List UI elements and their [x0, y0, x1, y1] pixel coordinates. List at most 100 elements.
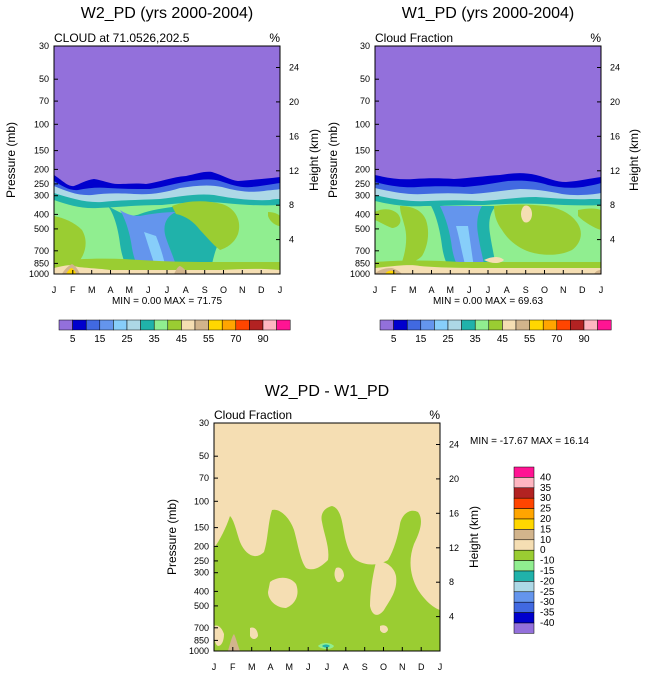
y2-tick: 8	[436, 577, 454, 587]
colorbar-swatch	[379, 319, 394, 331]
x-tick-label: J	[325, 662, 330, 672]
panel-units: %	[429, 408, 440, 422]
x-tick: M	[248, 647, 255, 672]
colorbar-label: 55	[524, 334, 536, 345]
x-tick: S	[362, 647, 368, 672]
x-tick-label: A	[267, 662, 273, 672]
x-tick-label: J	[373, 285, 378, 295]
contour-layer-0-pocket-b	[334, 567, 344, 583]
colorbar-swatch	[513, 601, 535, 613]
y-tick: 200	[34, 164, 58, 174]
y2-tick-label: 24	[610, 63, 620, 73]
y-tick-label: 150	[355, 146, 370, 156]
x-tick: M	[88, 270, 96, 295]
y-tick-label: 500	[34, 224, 49, 234]
y-tick-label: 30	[199, 418, 209, 428]
colorbar-swatch	[513, 466, 535, 478]
contour-layer-lightblue-lower	[456, 226, 474, 268]
contour-layer-0-pocket-a	[268, 577, 298, 608]
y2-tick: 16	[276, 131, 299, 141]
y-tick: 50	[360, 74, 379, 84]
panel-title: W2_PD - W1_PD	[265, 383, 389, 400]
y2-tick: 24	[597, 63, 620, 73]
x-tick: O	[380, 647, 387, 672]
y-tick: 70	[39, 96, 58, 106]
x-tick-label: M	[286, 662, 294, 672]
colorbar-swatch	[474, 319, 490, 331]
colorbar-label: 10	[540, 535, 552, 546]
y-tick: 1000	[350, 269, 379, 279]
y-tick: 700	[194, 623, 218, 633]
colorbar-swatch	[393, 319, 408, 331]
colorbar-swatch	[513, 591, 535, 603]
x-tick: A	[504, 270, 510, 295]
x-axis-months: J F M A M J J A S O N D J	[52, 270, 282, 295]
y2-tick-label: 20	[449, 474, 459, 484]
y-axis-pressure: 30 50 70 100 150 200 250 300 400 500 700…	[189, 418, 218, 656]
min-max-stats: MIN = -17.67 MAX = 16.14	[470, 436, 589, 447]
x-tick-label: A	[183, 285, 189, 295]
colorbar-label: 45	[497, 334, 509, 345]
y-tick-label: 850	[34, 258, 49, 268]
colorbar-swatch	[529, 319, 544, 331]
y2-tick: 4	[276, 235, 294, 245]
y2-tick-label: 16	[289, 131, 299, 141]
y-tick: 150	[34, 146, 58, 156]
y2-tick-label: 20	[610, 97, 620, 107]
min-max-stats: MIN = 0.00 MAX = 71.75	[112, 296, 222, 307]
y-tick-label: 200	[355, 164, 370, 174]
y-tick: 200	[194, 541, 218, 551]
colorbar-swatch	[181, 319, 196, 331]
y-tick-label: 30	[360, 41, 370, 51]
colorbar-swatch	[208, 319, 223, 331]
y-axis-pressure: 30 50 70 100 150 200 250 300 400 500 700…	[29, 41, 58, 279]
colorbar-swatch	[570, 319, 585, 331]
y-tick: 700	[34, 246, 58, 256]
y2-tick-label: 12	[610, 166, 620, 176]
y-tick: 50	[39, 74, 58, 84]
contour-layer-green-lower-left2	[400, 206, 429, 263]
x-tick-label: J	[165, 285, 170, 295]
panel-units: %	[590, 31, 601, 45]
x-tick-label: A	[428, 285, 434, 295]
colorbar-label: 45	[176, 334, 188, 345]
panel-w2pd: W2_PD (yrs 2000-2004) CLOUD at 71.0526,2…	[4, 5, 321, 345]
colorbar-label: 15	[94, 334, 106, 345]
x-tick: N	[560, 270, 567, 295]
x-tick: A	[343, 647, 349, 672]
y2-tick: 12	[597, 166, 620, 176]
colorbar-label: 25	[442, 334, 454, 345]
colorbar-label: 30	[540, 493, 552, 504]
y-tick: 1000	[189, 646, 218, 656]
colorbar-swatch	[406, 319, 422, 331]
colorbar-swatch	[597, 319, 612, 331]
contour-layer-neg10	[214, 506, 440, 651]
x-tick: O	[220, 270, 227, 295]
x-tick-label: M	[88, 285, 96, 295]
contour-layer-0-pocket-c	[370, 561, 397, 615]
y2-tick: 20	[276, 97, 299, 107]
y2-axis-height: 24 20 16 12 8 4	[597, 63, 620, 245]
contour-layer-45-blob	[521, 205, 532, 223]
y-tick: 500	[355, 224, 379, 234]
colorbar-swatch	[513, 539, 535, 551]
contour-field	[214, 423, 440, 651]
contour-layer-0-surface-c	[380, 625, 388, 633]
y-tick-label: 150	[194, 523, 209, 533]
y2-tick-label: 4	[610, 235, 615, 245]
colorbar-label: 40	[540, 472, 552, 483]
y2-tick: 12	[436, 543, 459, 553]
contour-layer-55	[66, 268, 76, 274]
y-tick-label: 300	[355, 191, 370, 201]
colorbar-swatch	[556, 319, 571, 331]
y-tick: 200	[355, 164, 379, 174]
colorbar-label: 90	[257, 334, 269, 345]
y2-tick: 12	[276, 166, 299, 176]
contour-layer-45	[375, 257, 601, 274]
x-axis-months: J F M A M J J A S O N D J	[373, 270, 603, 295]
x-tick: J	[212, 647, 216, 672]
colorbar-label: -35	[540, 608, 555, 619]
colorbar-label: 20	[540, 514, 552, 525]
x-tick-label: N	[560, 285, 567, 295]
colorbar-label: -20	[540, 576, 555, 587]
